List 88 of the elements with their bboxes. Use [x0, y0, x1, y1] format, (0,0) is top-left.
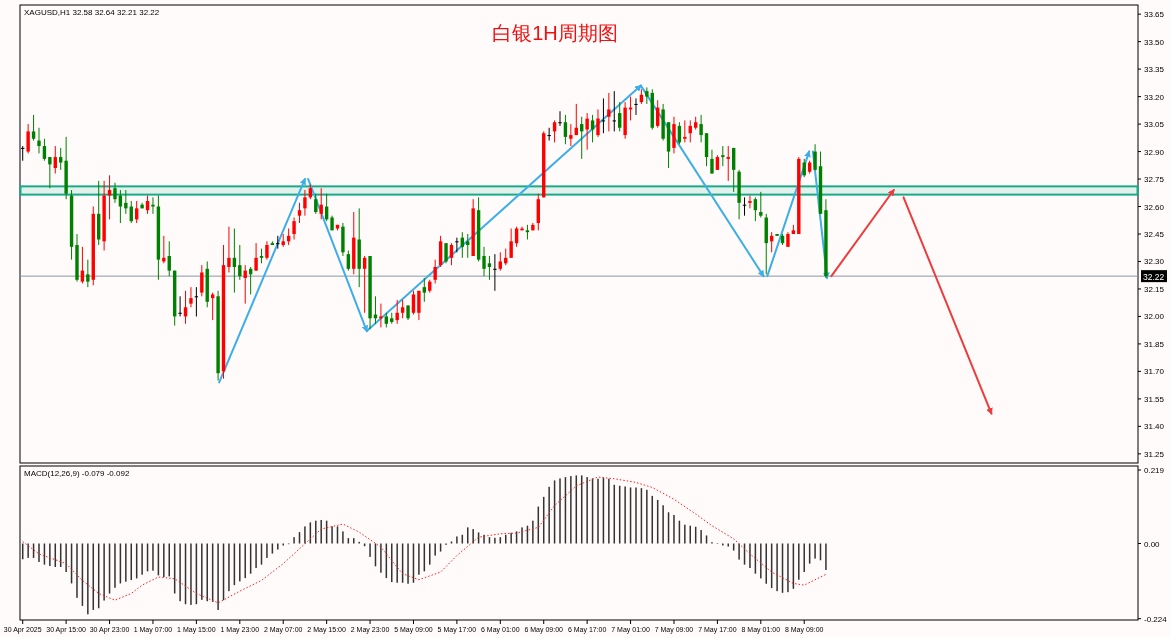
- ref-line-label: 32.22: [1143, 271, 1165, 282]
- y-tick-label: 33.20: [1144, 92, 1165, 102]
- candlestick: [151, 196, 155, 215]
- candlestick: [672, 116, 676, 154]
- y-tick-label: 32.75: [1144, 175, 1165, 185]
- candlestick: [607, 92, 611, 132]
- candlestick: [210, 292, 215, 321]
- candlestick: [455, 237, 459, 253]
- y-tick-label: 31.25: [1144, 449, 1165, 459]
- y-tick-label: 31.40: [1144, 422, 1165, 432]
- candlestick: [721, 145, 725, 167]
- candlestick: [276, 235, 280, 250]
- y-tick-label: 32.15: [1144, 284, 1165, 294]
- y-tick-label: 33.65: [1144, 10, 1165, 20]
- candlestick: [487, 255, 492, 281]
- candlestick: [726, 145, 730, 182]
- candlestick: [509, 228, 513, 259]
- candlestick: [107, 174, 112, 220]
- candlestick: [254, 242, 258, 272]
- candlestick: [759, 191, 763, 219]
- candlestick: [683, 119, 687, 143]
- candlestick: [31, 114, 36, 142]
- y-tick-label: 32.00: [1144, 312, 1165, 322]
- candlestick: [200, 264, 204, 297]
- candlestick: [178, 295, 182, 317]
- candlestick: [238, 244, 242, 281]
- candlestick: [482, 246, 486, 277]
- candlestick: [379, 303, 383, 328]
- candlestick: [596, 108, 600, 138]
- y-tick-label: 0.219: [1144, 466, 1165, 476]
- candlestick: [634, 97, 638, 116]
- candlestick: [189, 286, 193, 308]
- text: 白银1H周期图: [492, 22, 618, 44]
- candlestick: [303, 189, 307, 217]
- candlestick: [113, 182, 117, 204]
- candlestick: [297, 202, 302, 224]
- candlestick: [748, 195, 752, 209]
- candlestick: [710, 149, 714, 175]
- candlestick: [612, 90, 616, 132]
- y-tick-label: 31.85: [1144, 339, 1165, 349]
- candlestick: [395, 299, 399, 325]
- candlestick: [411, 290, 416, 316]
- candlestick: [433, 259, 437, 284]
- annotation: XAGUSD,H1 32.58 32.64 32.21 32.22: [24, 8, 160, 17]
- candlestick: [444, 242, 448, 264]
- y-tick-label: 32.30: [1144, 257, 1165, 267]
- candlestick: [813, 143, 817, 171]
- y-tick-label: 31.55: [1144, 394, 1165, 404]
- candlestick: [265, 240, 269, 261]
- candlestick: [346, 249, 351, 272]
- line-series: [22, 476, 827, 604]
- candlestick: [601, 97, 606, 134]
- candlestick: [162, 235, 166, 264]
- y-tick-label: 33.05: [1144, 120, 1165, 130]
- candlestick: [26, 123, 30, 154]
- candlestick: [585, 112, 589, 151]
- y-tick-label: 33.50: [1144, 37, 1165, 47]
- candlestick: [569, 123, 573, 147]
- candlestick: [466, 233, 470, 259]
- y-tick-label: -0.224: [1144, 614, 1168, 624]
- candlestick: [292, 217, 296, 240]
- candlestick: [558, 110, 562, 127]
- candlestick: [167, 240, 171, 277]
- candlestick: [590, 114, 595, 143]
- y-tick-label: 32.90: [1144, 147, 1165, 157]
- candlestick: [227, 226, 231, 273]
- candlestick: [48, 156, 52, 189]
- candlestick: [194, 286, 199, 317]
- candlestick: [422, 277, 427, 303]
- candlestick: [699, 114, 703, 143]
- candlestick: [742, 196, 747, 217]
- chart-title: MACD(12,26,9) -0.079 -0.092: [24, 469, 130, 478]
- candlestick: [59, 147, 63, 171]
- candlestick: [37, 127, 41, 154]
- y-tick-label: 33.35: [1144, 65, 1165, 75]
- y-tick-label: 32.60: [1144, 202, 1165, 212]
- candlestick: [86, 259, 90, 288]
- candlestick: [400, 299, 405, 319]
- y-tick-label: 0.00: [1144, 539, 1161, 549]
- candlestick: [417, 290, 421, 321]
- candlestick: [563, 114, 568, 145]
- y-tick-label: 32.45: [1144, 230, 1165, 239]
- candlestick: [493, 253, 497, 292]
- candlestick: [618, 101, 622, 132]
- candlestick: [547, 127, 551, 142]
- candlestick: [498, 251, 503, 272]
- y-tick-label: 31.70: [1144, 367, 1165, 377]
- candlestick: [124, 189, 128, 215]
